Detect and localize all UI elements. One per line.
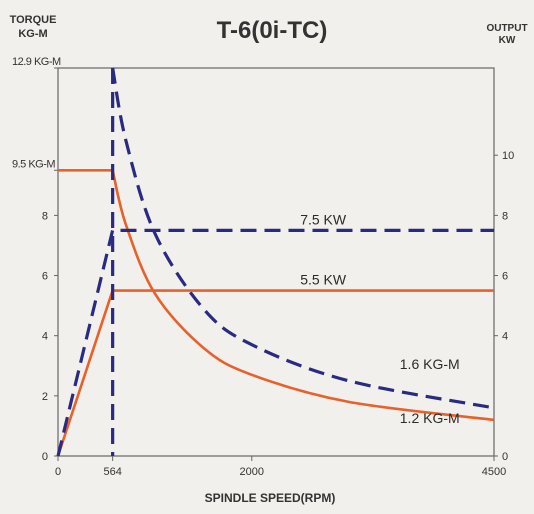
annotation-2: 1.6 KG-M xyxy=(400,356,460,372)
right-axis-label-line2: KW xyxy=(499,35,516,46)
x-tick-label-2: 2000 xyxy=(240,466,264,478)
right-tick-label-2: 6 xyxy=(502,271,508,283)
left-tick-label-0: 0 xyxy=(42,451,48,463)
x-tick-label-1: 564 xyxy=(103,466,121,478)
left-axis-label-line1: TORQUE xyxy=(10,14,57,26)
left-tick-label-3: 6 xyxy=(42,271,48,283)
annotation-1: 5.5 KW xyxy=(300,272,347,288)
left-tick-label-1: 2 xyxy=(42,391,48,403)
series-line-3 xyxy=(56,228,494,457)
right-tick-label-4: 10 xyxy=(502,150,514,162)
series-line-0 xyxy=(58,168,495,422)
left-tick-label-4: 8 xyxy=(42,210,48,222)
right-axis-label-line1: OUTPUT xyxy=(486,23,527,34)
plot-frame xyxy=(57,67,495,457)
x-tick-label-3: 4500 xyxy=(482,466,506,478)
chart-marks: 0 564 2000 4500 0 2 4 6 8 9.5 KG-M 12.9 KG-M 0 4 6 8 10… xyxy=(12,56,514,478)
annotation-0: 7.5 KW xyxy=(300,211,347,227)
right-tick-label-1: 4 xyxy=(502,331,508,343)
series-line-2 xyxy=(56,289,494,457)
x-tick-label-0: 0 xyxy=(55,466,61,478)
x-axis-label: SPINDLE SPEED(RPM) xyxy=(205,491,336,505)
right-tick-label-0: 0 xyxy=(502,451,508,463)
chart-title: T-6(0i-TC) xyxy=(217,17,328,44)
left-axis-label-line2: KG-M xyxy=(18,28,47,40)
left-tick-label-5: 9.5 KG-M xyxy=(12,158,55,170)
left-tick-label-6: 12.9 KG-M xyxy=(12,56,61,68)
annotation-3: 1.2 KG-M xyxy=(400,410,460,426)
right-tick-label-3: 8 xyxy=(502,210,508,222)
series-line-1 xyxy=(111,67,495,410)
left-tick-label-2: 4 xyxy=(42,331,48,343)
